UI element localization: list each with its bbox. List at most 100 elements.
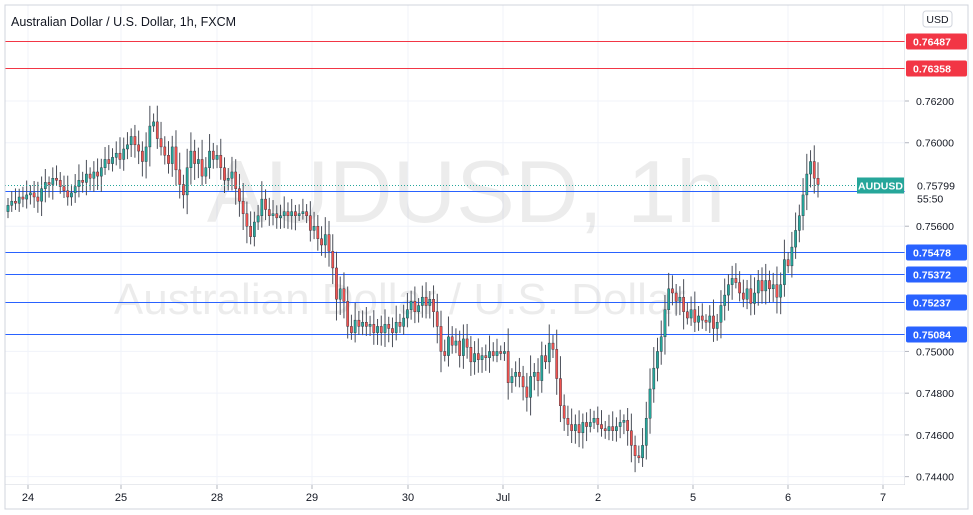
candle-up[interactable] xyxy=(756,270,760,306)
candle-up[interactable] xyxy=(764,263,768,305)
candle-up[interactable] xyxy=(697,305,700,331)
candle-up[interactable] xyxy=(547,324,551,374)
candle-down[interactable] xyxy=(159,121,163,156)
candle-up[interactable] xyxy=(226,168,230,191)
candle-down[interactable] xyxy=(238,173,241,217)
candle-up[interactable] xyxy=(503,342,506,361)
candle-down[interactable] xyxy=(21,186,25,208)
candle-up[interactable] xyxy=(51,167,55,200)
candle-up[interactable] xyxy=(663,294,667,355)
candle-up[interactable] xyxy=(592,410,596,429)
candle-up[interactable] xyxy=(417,298,420,323)
candle-up[interactable] xyxy=(652,347,656,403)
candle-up[interactable] xyxy=(170,135,174,177)
candle-down[interactable] xyxy=(521,365,525,401)
candle-down[interactable] xyxy=(357,311,361,336)
candle-up[interactable] xyxy=(771,272,775,302)
candle-up[interactable] xyxy=(790,231,794,278)
candle-down[interactable] xyxy=(536,358,540,397)
candle-up[interactable] xyxy=(10,191,14,212)
candle-down[interactable] xyxy=(267,197,271,226)
candle-down[interactable] xyxy=(741,279,745,308)
candle-up[interactable] xyxy=(253,211,256,247)
candle-up[interactable] xyxy=(708,305,712,334)
candle-up[interactable] xyxy=(197,147,200,179)
candle-up[interactable] xyxy=(144,132,148,179)
candle-down[interactable] xyxy=(476,338,480,373)
candle-down[interactable] xyxy=(693,291,697,333)
candle-down[interactable] xyxy=(96,158,99,190)
candle-up[interactable] xyxy=(230,156,234,191)
candle-up[interactable] xyxy=(73,174,77,203)
candle-down[interactable] xyxy=(182,174,185,209)
candle-down[interactable] xyxy=(387,316,391,343)
candle-down[interactable] xyxy=(62,175,66,199)
candle-down[interactable] xyxy=(674,284,678,316)
candle-down[interactable] xyxy=(611,411,615,441)
candle-up[interactable] xyxy=(514,361,518,387)
candle-down[interactable] xyxy=(88,167,92,191)
candle-up[interactable] xyxy=(208,134,211,179)
candle-down[interactable] xyxy=(211,142,215,169)
candle-down[interactable] xyxy=(633,435,637,473)
candle-up[interactable] xyxy=(723,278,727,321)
candle-down[interactable] xyxy=(245,201,249,244)
candle-up[interactable] xyxy=(532,363,536,391)
candle-down[interactable] xyxy=(66,175,70,206)
candle-down[interactable] xyxy=(391,317,394,348)
candle-up[interactable] xyxy=(730,265,734,300)
candle-down[interactable] xyxy=(596,406,600,433)
candle-down[interactable] xyxy=(469,336,473,376)
candle-down[interactable] xyxy=(685,302,689,325)
candle-up[interactable] xyxy=(6,197,10,219)
candle-down[interactable] xyxy=(327,220,331,267)
candle-down[interactable] xyxy=(193,139,196,180)
candle-down[interactable] xyxy=(544,344,547,370)
candle-up[interactable] xyxy=(480,347,484,373)
candle-up[interactable] xyxy=(312,211,316,240)
candle-up[interactable] xyxy=(189,132,193,185)
candle-down[interactable] xyxy=(491,342,495,362)
candle-up[interactable] xyxy=(618,409,622,439)
candle-up[interactable] xyxy=(753,277,756,315)
candle-up[interactable] xyxy=(290,198,294,230)
candle-up[interactable] xyxy=(447,316,450,367)
candle-up[interactable] xyxy=(615,417,618,442)
candle-down[interactable] xyxy=(555,329,559,395)
candle-down[interactable] xyxy=(700,303,704,329)
candle-down[interactable] xyxy=(603,420,607,439)
candle-up[interactable] xyxy=(260,181,264,228)
candle-down[interactable] xyxy=(342,272,346,319)
candle-up[interactable] xyxy=(279,204,282,229)
candle-down[interactable] xyxy=(264,189,267,221)
candle-up[interactable] xyxy=(383,309,387,347)
candle-down[interactable] xyxy=(372,310,376,345)
candle-up[interactable] xyxy=(659,320,663,365)
candle-down[interactable] xyxy=(630,413,633,463)
candle-down[interactable] xyxy=(465,323,469,359)
candle-up[interactable] xyxy=(85,159,88,196)
candle-down[interactable] xyxy=(734,263,738,289)
candle-down[interactable] xyxy=(141,141,144,177)
candle-down[interactable] xyxy=(316,214,320,251)
candle-down[interactable] xyxy=(286,202,290,229)
candle-down[interactable] xyxy=(738,271,741,302)
candle-down[interactable] xyxy=(439,310,443,373)
candle-up[interactable] xyxy=(805,153,809,211)
candlestick-series[interactable] xyxy=(6,105,820,473)
candle-up[interactable] xyxy=(114,141,118,166)
candle-down[interactable] xyxy=(413,286,417,324)
candle-down[interactable] xyxy=(749,275,753,316)
candle-down[interactable] xyxy=(118,137,122,169)
candle-down[interactable] xyxy=(36,181,40,213)
candle-up[interactable] xyxy=(588,408,592,433)
candle-down[interactable] xyxy=(450,326,454,354)
candle-down[interactable] xyxy=(432,285,435,328)
candle-up[interactable] xyxy=(368,315,372,336)
candle-down[interactable] xyxy=(14,188,17,210)
candle-down[interactable] xyxy=(174,130,178,186)
candle-down[interactable] xyxy=(816,162,820,198)
candle-down[interactable] xyxy=(47,176,51,198)
candle-up[interactable] xyxy=(353,302,357,343)
